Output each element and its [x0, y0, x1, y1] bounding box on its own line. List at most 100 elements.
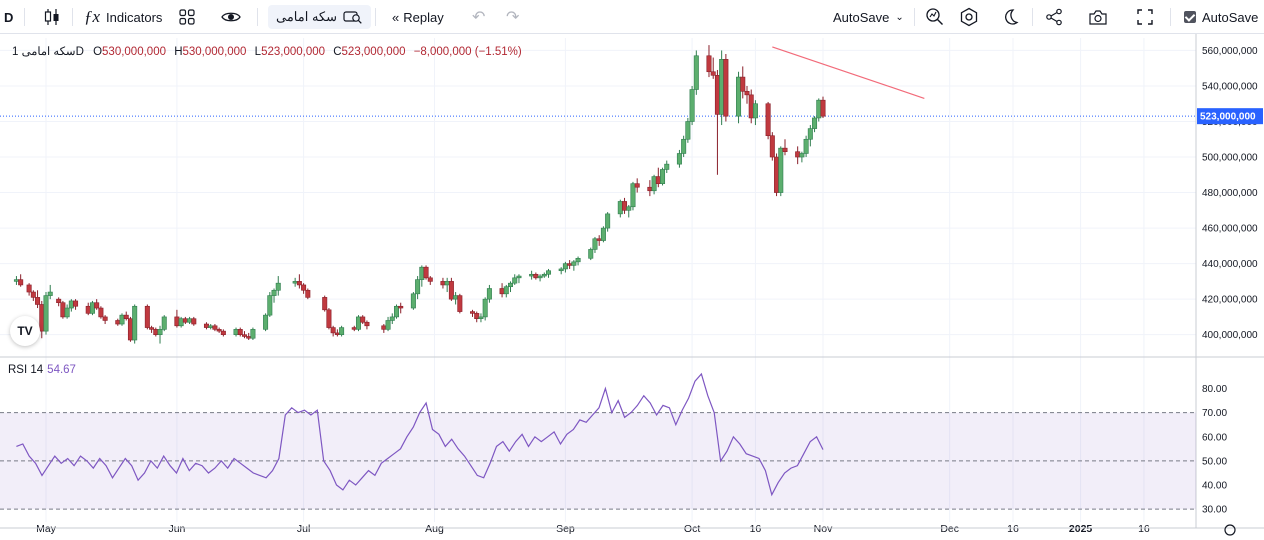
candle-down [364, 321, 370, 327]
candle-down [655, 176, 661, 184]
chart-type-button[interactable] [38, 0, 66, 34]
candle-up [486, 288, 492, 300]
x-tick-label: Dec [940, 523, 959, 535]
function-icon: ƒx [84, 7, 101, 26]
visibility-button[interactable] [220, 0, 246, 34]
candle-up [292, 281, 298, 284]
share-button[interactable] [1045, 0, 1063, 34]
candle-up [512, 277, 518, 284]
chart-area[interactable]: May Jun Jul Aug Sep Oct 16 Nov Dec 16 2025 16 400,00… [0, 34, 1264, 540]
undo-icon[interactable]: ↶ [472, 9, 486, 26]
tradingview-logo[interactable]: TV [10, 316, 40, 346]
candle-up [119, 314, 125, 325]
candle-down [723, 59, 729, 117]
candle-up [444, 281, 450, 286]
candle-up [339, 327, 345, 335]
x-tick-label: Aug [425, 523, 444, 535]
candle-up [271, 289, 277, 296]
price-tick-label: 460,000,000 [1202, 224, 1258, 235]
rsi-tick-label: 70.00 [1202, 408, 1227, 419]
autosave-checkbox[interactable]: AutoSave [1184, 0, 1258, 34]
candle-up [693, 55, 699, 90]
layouts-button[interactable] [178, 0, 200, 34]
toolbar-divider [72, 8, 73, 26]
fullscreen-button[interactable] [1136, 0, 1154, 34]
toolbar-divider [257, 8, 258, 26]
candle-down [85, 305, 91, 314]
candle-down [782, 147, 788, 152]
candle-down [596, 238, 602, 241]
candle-up [275, 282, 281, 291]
rsi-tick-label: 50.00 [1202, 456, 1227, 467]
price-tick-label: 500,000,000 [1202, 153, 1258, 164]
checkbox-checked-icon [1184, 11, 1196, 23]
candle-up [664, 163, 670, 170]
magnifier-icon [926, 8, 943, 25]
candle-down [765, 103, 771, 137]
symbol-search-button[interactable]: سکه امامی [268, 5, 371, 29]
toolbar-divider [914, 8, 915, 26]
candle-up [68, 300, 74, 309]
legend-high: 530,000,000 [182, 46, 247, 58]
replay-button[interactable]: « Replay [392, 0, 444, 34]
candle-up [719, 59, 725, 115]
candle-up [541, 273, 547, 277]
rewind-icon: « [392, 9, 400, 25]
candle-up [233, 329, 239, 335]
last-price-tag [1197, 108, 1263, 125]
candle-down [203, 323, 209, 328]
price-tick-label: 480,000,000 [1202, 188, 1258, 199]
quick-search-button[interactable] [925, 0, 945, 34]
candle-down [634, 183, 640, 188]
rsi-legend-name: RSI 14 [8, 364, 44, 376]
candle-down [237, 329, 243, 335]
snapshot-button[interactable] [1088, 0, 1108, 34]
autosave-dropdown[interactable]: AutoSave ⌄ [833, 0, 904, 34]
candle-up [816, 99, 822, 119]
legend-symbol: سکه امامی [21, 46, 76, 58]
x-tick-label: Jul [297, 523, 310, 535]
candle-down [448, 281, 454, 300]
axis-settings-icon[interactable] [1224, 524, 1236, 536]
candle-up [537, 275, 543, 279]
x-tick-label: May [36, 523, 57, 535]
trend-line[interactable] [772, 46, 925, 99]
candle-down [474, 313, 480, 319]
eye-icon [221, 12, 241, 22]
indicators-button[interactable]: ƒx Indicators [84, 0, 162, 34]
theme-toggle-button[interactable] [1001, 0, 1019, 34]
candle-down [457, 295, 463, 312]
candle-up [592, 238, 598, 250]
price-tick-label: 400,000,000 [1202, 330, 1258, 341]
legend-change: −8,000,000 (−1.51%) [413, 46, 522, 58]
toolbar-divider [1032, 8, 1033, 26]
x-tick-label: 16 [1138, 523, 1150, 535]
candle-up [267, 295, 273, 316]
candle-up [651, 176, 657, 192]
candle-up [626, 206, 632, 211]
candle-up [415, 279, 421, 295]
candle-down [423, 266, 429, 279]
candle-down [191, 318, 197, 325]
candle-up [685, 121, 691, 140]
candle-up [617, 201, 623, 215]
price-tick-label: 540,000,000 [1202, 81, 1258, 92]
x-tick-label: Nov [814, 523, 833, 535]
candle-up [208, 325, 214, 328]
candle-down [706, 55, 712, 73]
price-tick-label: 560,000,000 [1202, 46, 1258, 57]
legend-high-label: H [174, 46, 183, 58]
replay-label: Replay [403, 9, 444, 25]
rsi-legend-value: 54.67 [47, 364, 76, 376]
candle-down [182, 318, 188, 323]
candle-down [144, 305, 150, 328]
candle-up [529, 273, 535, 277]
redo-icon[interactable]: ↷ [506, 9, 520, 26]
candle-down [714, 75, 720, 115]
moon-icon [1005, 9, 1019, 25]
candle-down [740, 76, 746, 92]
candle-down [18, 279, 24, 286]
top-toolbar: D ƒx Indicators سکه امامی « Replay ↶ ↷ A… [0, 0, 1264, 34]
symbol-prefix[interactable]: D [4, 9, 14, 25]
settings-button[interactable] [959, 0, 979, 34]
